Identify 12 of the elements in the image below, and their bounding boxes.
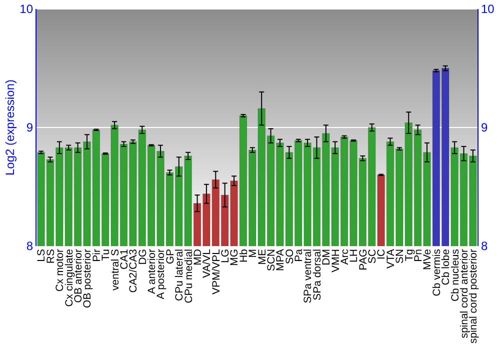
y2-tick-label: 10	[481, 2, 495, 16]
y-tick-label: 9	[26, 120, 34, 135]
y-tick-label: 8	[26, 239, 34, 254]
y2-tick-label: 9	[481, 120, 488, 135]
y2-tick-label: 8	[481, 239, 488, 254]
x-tick-label: A anterior	[146, 248, 158, 294]
y-tick-label: 10	[20, 2, 34, 16]
x-tick-label: spinal cord posterior	[468, 248, 480, 344]
x-tick-label: Hb	[238, 248, 250, 262]
y-axis-title: Log2 (expression)	[3, 79, 18, 176]
x-tick-label: MVe	[422, 248, 434, 270]
x-tick-label: SPa dorsal	[311, 249, 324, 300]
